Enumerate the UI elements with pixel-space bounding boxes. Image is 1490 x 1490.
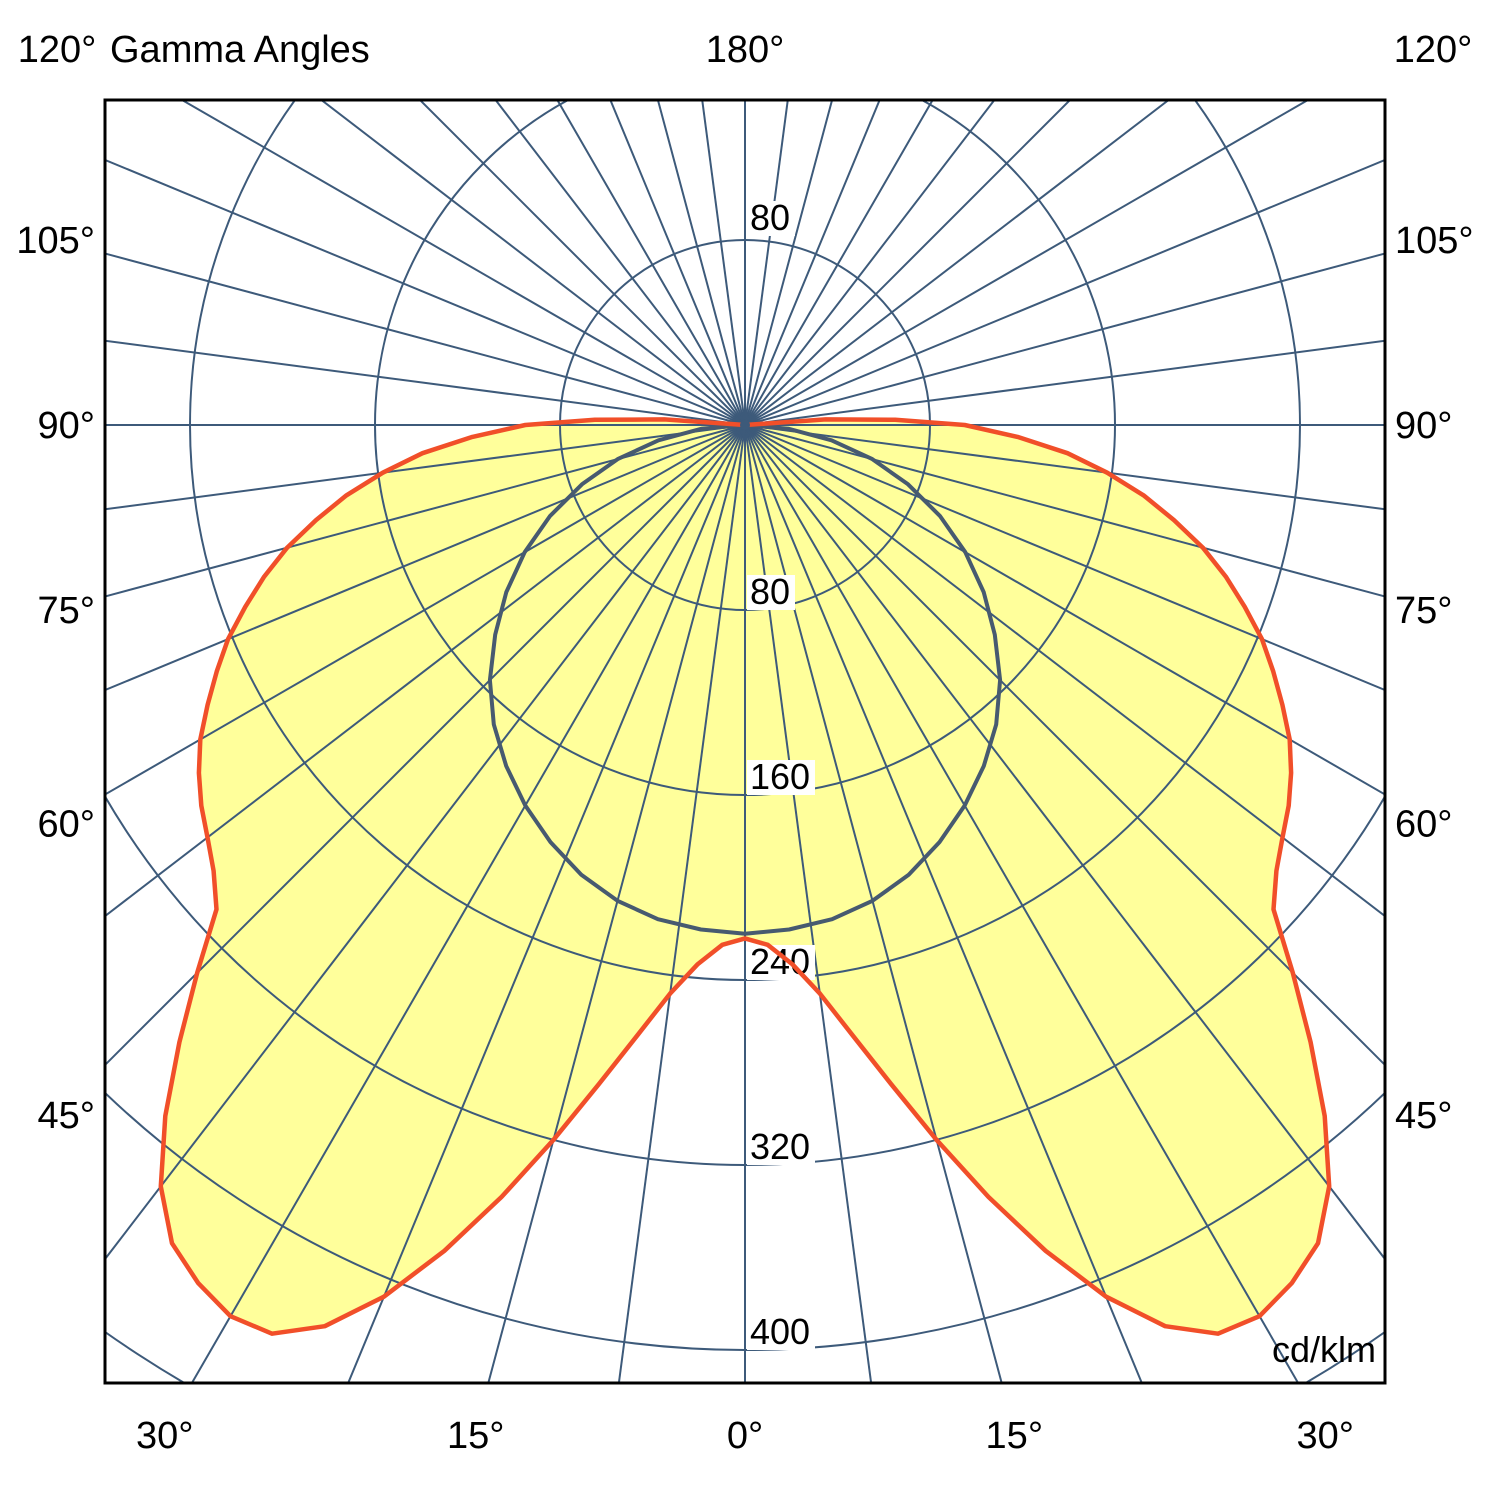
grid-ray	[319, 100, 746, 426]
radial-tick-label: 400	[750, 1311, 810, 1352]
polar-center-dot	[740, 420, 750, 430]
plot-border	[103, 98, 1387, 1385]
grid-ray	[744, 100, 834, 426]
chart-title: Gamma Angles	[110, 29, 370, 71]
grid-ray	[744, 100, 934, 426]
angle-label: 15°	[447, 1415, 504, 1457]
grid-ray	[105, 424, 746, 511]
angle-label: 75°	[1395, 590, 1452, 632]
angle-label: 90°	[38, 405, 95, 447]
grid-ray	[609, 100, 746, 426]
grid-ray	[105, 424, 746, 1261]
grid-ray	[105, 158, 746, 426]
grid-ray	[105, 424, 746, 692]
grid-ray	[347, 424, 746, 1383]
grid-ray	[744, 158, 1385, 426]
tick-label-background	[747, 760, 815, 795]
grid-ray	[744, 252, 1385, 426]
grid-ray	[744, 424, 873, 1383]
angle-label: 180°	[706, 29, 785, 71]
grid-ray	[744, 424, 1300, 1383]
angle-label: 45°	[38, 1095, 95, 1137]
radial-tick-label: 80	[750, 197, 790, 238]
grid-ray	[701, 100, 746, 426]
tick-label-background	[747, 575, 795, 610]
c0-curve	[158, 417, 1332, 1336]
angle-label: 0°	[727, 1415, 763, 1457]
grid-ray	[494, 100, 746, 426]
angle-label: 60°	[1395, 803, 1452, 845]
grid-ray	[744, 424, 1385, 1261]
angle-label: 75°	[38, 590, 95, 632]
grid-ray	[744, 424, 1143, 1383]
grid-ray	[105, 424, 746, 598]
unit-label: cd/klm	[1272, 1329, 1376, 1370]
grid-ray	[744, 100, 996, 426]
tick-label-background	[747, 1130, 815, 1165]
grid-ray	[105, 424, 746, 1067]
tick-label-background	[747, 1315, 815, 1350]
angle-label: 15°	[986, 1415, 1043, 1457]
grid-ray	[744, 100, 1072, 426]
angle-label: 30°	[136, 1415, 193, 1457]
angle-label: 120°	[1394, 29, 1473, 71]
angle-label: 105°	[1395, 220, 1474, 262]
grid-ray	[744, 424, 1385, 918]
angle-label: 105°	[16, 220, 95, 262]
angle-label: 30°	[1297, 1415, 1354, 1457]
grid-ray	[180, 100, 746, 426]
grid-ray	[744, 424, 1385, 692]
grid-ray	[744, 339, 1385, 426]
grid-ray	[744, 424, 1385, 511]
radial-tick-label: 320	[750, 1126, 810, 1167]
grid-ray	[418, 100, 746, 426]
grid-ray	[105, 252, 746, 426]
grid-ray	[744, 100, 1171, 426]
grid-ray	[656, 100, 746, 426]
grid-ray	[744, 424, 1385, 1067]
angle-label: 45°	[1395, 1095, 1452, 1137]
angle-label: 60°	[38, 803, 95, 845]
angle-label: 90°	[1395, 405, 1452, 447]
grid-ray	[617, 424, 746, 1383]
grid-ray	[744, 424, 1003, 1383]
grid-ray	[744, 100, 881, 426]
grid-ray	[744, 100, 789, 426]
grid-ray	[487, 424, 746, 1383]
grid-ray	[105, 424, 746, 918]
grid-ray	[744, 424, 1385, 598]
grid-ray	[105, 339, 746, 426]
radial-tick-label: 80	[750, 571, 790, 612]
radial-tick-label: 160	[750, 756, 810, 797]
grid-ray	[744, 100, 1310, 426]
angle-label: 120°	[18, 29, 97, 71]
tick-label-background	[747, 201, 795, 236]
c90-curve	[487, 423, 1003, 936]
grid-ray	[190, 424, 746, 1383]
grid-ray	[556, 100, 746, 426]
